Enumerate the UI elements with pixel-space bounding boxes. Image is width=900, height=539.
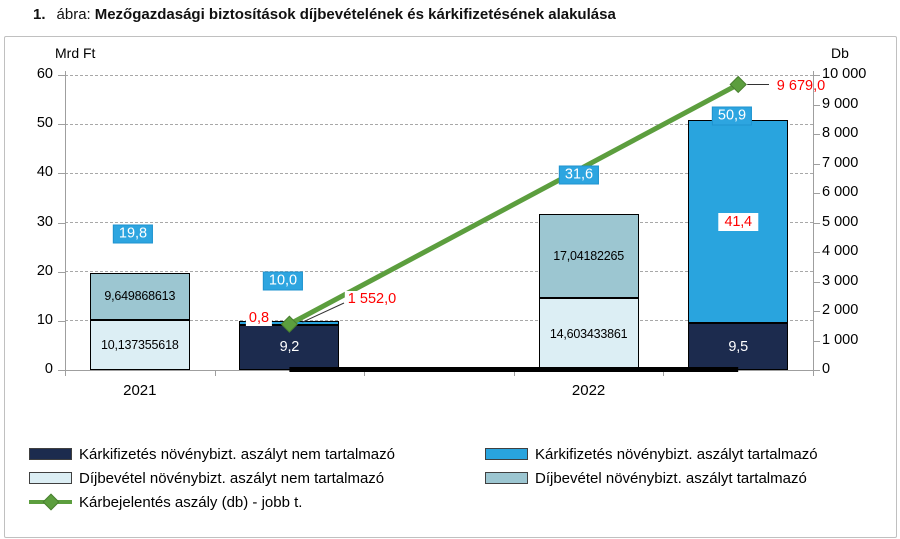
- bar-segment-label: 9,5: [728, 338, 748, 355]
- legend-item-karbejelentes-line: Kárbejelentés aszály (db) - jobb t.: [29, 493, 303, 511]
- left-axis-tick: [58, 75, 65, 76]
- right-axis-tick: [813, 193, 820, 194]
- legend-item-karkifizetes-tartalmazo: Kárkifizetés növénybizt. aszályt tartalm…: [485, 445, 818, 463]
- right-axis-tick: [813, 340, 820, 342]
- right-axis-tick: [813, 104, 820, 106]
- right-axis-tick-label: 10 000: [822, 66, 867, 82]
- bar-segment-2021-dijbevetel: [89, 320, 190, 370]
- navy-swatch: [29, 448, 72, 460]
- x-axis-tick: [364, 370, 366, 376]
- right-axis-tick: [813, 311, 820, 312]
- left-axis-tick-label: 30: [36, 213, 53, 230]
- light-blue-swatch: [29, 472, 72, 484]
- right-axis-title: Db: [831, 45, 849, 61]
- right-axis-tick: [813, 163, 820, 165]
- right-axis-tick-label: 6 000: [822, 184, 859, 200]
- gridline: [65, 74, 813, 76]
- right-axis-tick: [813, 281, 820, 283]
- medium-blue-swatch: [485, 472, 528, 484]
- right-axis-tick-label: 4 000: [822, 243, 859, 259]
- red-annotation: 1 552,0: [344, 291, 400, 307]
- bar-segment-label: 10,137355618: [101, 338, 179, 353]
- bar-segment-label: 41,4: [718, 212, 758, 231]
- figure-title: 1. ábra: Mezőgazdasági biztosítások díjbev…: [33, 6, 616, 23]
- x-axis-tick: [214, 370, 216, 376]
- legend-item-dijbevetel-tartalmazo: Díjbevétel növénybizt. aszályt tartalmaz…: [485, 469, 807, 487]
- red-annotation: 0,8: [245, 310, 273, 326]
- legend-label: Díjbevétel növénybizt. aszályt tartalmaz…: [535, 469, 807, 487]
- right-axis-tick-label: 5 000: [822, 213, 859, 230]
- right-axis-tick-label: 3 000: [822, 272, 859, 289]
- bar-total-label: 50,9: [711, 106, 753, 126]
- figure-label: ábra:: [56, 6, 91, 23]
- right-axis-tick: [813, 134, 820, 135]
- leader-line-1552: [302, 302, 345, 323]
- x-category-label: 2022: [571, 382, 606, 399]
- figure-title-text: Mezőgazdasági biztosítások díjbevételéne…: [94, 6, 616, 23]
- left-axis-tick-label: 0: [44, 361, 53, 377]
- right-axis-line: [813, 71, 814, 376]
- legend-label: Kárkifizetés növénybizt. aszályt nem tar…: [79, 445, 395, 463]
- left-axis-tick: [58, 370, 65, 371]
- left-axis-tick-label: 50: [36, 115, 53, 132]
- x-axis-tick: [663, 370, 665, 376]
- bar-segment-2021-dijbevetel: [89, 272, 190, 321]
- right-axis-tick-label: 8 000: [822, 125, 859, 141]
- bar-total-label: 19,8: [112, 224, 154, 244]
- red-annotation: 9 679,0: [776, 78, 826, 94]
- karbejelentes-line: [288, 82, 740, 327]
- right-axis-tick: [813, 370, 820, 371]
- left-axis-tick-label: 60: [36, 66, 53, 82]
- bright-blue-swatch: [485, 448, 528, 460]
- legend-label: Kárkifizetés növénybizt. aszályt tartalm…: [535, 445, 818, 463]
- legend-item-dijbevetel-nem-tartalmazo: Díjbevétel növénybizt. aszályt nem tarta…: [29, 469, 385, 487]
- left-axis-tick: [58, 320, 65, 322]
- bar-total-label: 10,0: [262, 271, 304, 291]
- left-axis-tick-label: 10: [36, 311, 53, 328]
- right-axis-tick: [813, 75, 820, 76]
- right-axis-tick-label: 0: [822, 361, 831, 377]
- bar-segment-label: 17,04182265: [553, 249, 624, 264]
- left-axis-tick: [58, 173, 65, 175]
- figure-number: 1.: [33, 6, 46, 23]
- left-axis-tick-label: 20: [36, 262, 53, 279]
- left-axis-tick: [58, 124, 65, 126]
- bar-segment-label: 9,649868613: [104, 289, 176, 304]
- left-axis-tick-label: 40: [36, 164, 53, 181]
- right-axis-tick-label: 7 000: [822, 154, 859, 171]
- right-axis-tick-label: 2 000: [822, 302, 859, 318]
- x-category-label: 2021: [123, 382, 157, 399]
- bar-total-label: 31,6: [558, 165, 600, 185]
- right-axis-tick: [813, 222, 820, 224]
- green-line-swatch: [29, 493, 72, 511]
- legend-item-karkifizetes-nem-tartalmazo: Kárkifizetés növénybizt. aszályt nem tar…: [29, 445, 395, 463]
- legend-label: Kárbejelentés aszály (db) - jobb t.: [79, 493, 303, 511]
- diamond-marker-icon: [42, 493, 59, 511]
- left-axis-title: Mrd Ft: [55, 45, 96, 61]
- right-axis-tick-label: 9 000: [822, 95, 859, 112]
- bar-segment-label: 9,2: [279, 339, 300, 356]
- right-axis-tick: [813, 252, 820, 253]
- legend-label: Díjbevétel növénybizt. aszályt nem tarta…: [79, 469, 385, 487]
- left-axis-tick: [58, 222, 65, 224]
- right-axis-tick-label: 1 000: [822, 331, 859, 348]
- baseline: [65, 370, 820, 371]
- left-axis-tick: [58, 271, 65, 273]
- bar-segment-2022-karkifizetes: [688, 323, 789, 370]
- x-axis-tick: [513, 370, 515, 376]
- bar-segment-label: 14,603433861: [549, 327, 628, 342]
- diamond-marker-icon: [729, 75, 747, 94]
- left-axis-line: [65, 71, 66, 376]
